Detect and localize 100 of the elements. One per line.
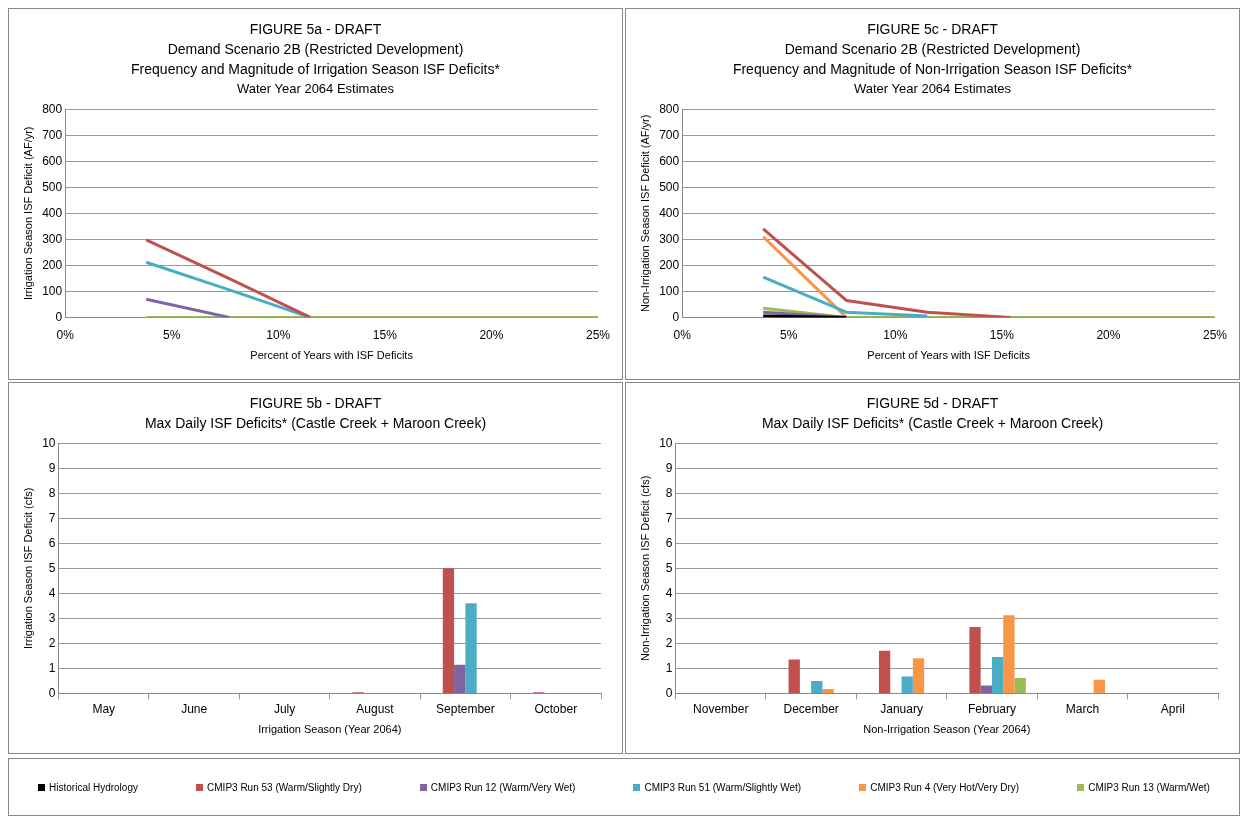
legend-label: Historical Hydrology — [49, 781, 138, 793]
x-tick-label: March — [1065, 701, 1100, 716]
y-tick-label: 9 — [48, 460, 56, 475]
legend-label: CMIP3 Run 51 (Warm/Slightly Wet) — [644, 781, 802, 793]
x-tick-label: May — [92, 701, 116, 716]
x-axis-title: Irrigation Season (Year 2064) — [258, 723, 402, 736]
y-tick-label: 9 — [665, 460, 673, 475]
x-tick-label: November — [693, 701, 749, 716]
legend-label: CMIP3 Run 4 (Very Hot/Very Dry) — [870, 781, 1020, 793]
chart-title: FIGURE 5a - DRAFT — [249, 20, 382, 39]
y-tick-label: 500 — [659, 179, 680, 194]
bar — [1014, 677, 1026, 693]
y-tick-label: 200 — [659, 257, 680, 272]
y-tick-label: 7 — [665, 510, 673, 525]
y-tick-label: 10 — [659, 435, 673, 450]
y-tick-label: 3 — [665, 610, 673, 625]
y-tick-label: 7 — [48, 510, 56, 525]
y-axis-title: Irrigation Season ISF Deficit (AF/yr) — [21, 126, 34, 301]
x-tick-label: April — [1160, 701, 1185, 716]
legend-label: CMIP3 Run 12 (Warm/Very Wet) — [430, 781, 576, 793]
bar — [1093, 679, 1105, 693]
x-tick-label: January — [880, 701, 923, 716]
y-tick-label: 1 — [665, 660, 673, 675]
bar — [912, 658, 925, 693]
bar — [811, 680, 823, 693]
y-tick-label: 600 — [659, 153, 680, 168]
x-tick-label: October — [534, 701, 578, 716]
bar — [1003, 615, 1015, 693]
bar — [822, 688, 834, 693]
y-tick-label: 6 — [48, 535, 56, 550]
x-tick-label: February — [967, 701, 1016, 716]
y-axis-title: Irrigation Season ISF Deficit (cfs) — [21, 487, 34, 649]
bar — [465, 603, 477, 693]
x-tick-label: 10% — [266, 327, 291, 342]
y-tick-label: 6 — [665, 535, 673, 550]
x-axis-title: Percent of Years with ISF Deficits — [867, 349, 1031, 362]
x-tick-label: 15% — [372, 327, 398, 342]
y-tick-label: 3 — [48, 610, 56, 625]
x-tick-label: 25% — [585, 327, 611, 342]
y-tick-label: 8 — [48, 485, 56, 500]
bar — [788, 659, 800, 693]
x-tick-label: August — [356, 701, 395, 716]
legend-label: CMIP3 Run 53 (Warm/Slightly Dry) — [207, 781, 362, 793]
y-tick-label: 1 — [48, 660, 56, 675]
bar — [878, 650, 891, 693]
y-tick-label: 400 — [659, 205, 680, 220]
y-tick-label: 5 — [665, 560, 673, 575]
x-tick-label: 5% — [163, 327, 181, 342]
y-tick-label: 0 — [672, 309, 680, 324]
y-tick-label: 0 — [55, 309, 63, 324]
bar — [442, 568, 455, 693]
legend-label: CMIP3 Run 13 (Warm/Wet) — [1088, 781, 1210, 793]
bar — [991, 657, 1004, 693]
y-axis-title: Non-Irrigation Season ISF Deficit (AF/yr) — [638, 114, 651, 313]
x-tick-label: 0% — [56, 327, 75, 342]
x-axis-title: Percent of Years with ISF Deficits — [250, 349, 414, 362]
y-tick-label: 500 — [42, 179, 63, 194]
y-tick-label: 2 — [665, 635, 673, 650]
y-tick-label: 800 — [659, 101, 680, 116]
x-tick-label: September — [436, 701, 495, 716]
y-tick-label: 100 — [659, 283, 680, 298]
chart-subtitle: Max Daily ISF Deficits* (Castle Creek + Maroon Creek) — [144, 414, 487, 433]
y-tick-label: 600 — [42, 153, 63, 168]
y-tick-label: 0 — [48, 685, 56, 700]
x-tick-label: 25% — [1202, 327, 1228, 342]
y-tick-label: 200 — [42, 257, 63, 272]
x-tick-label: July — [273, 701, 296, 716]
x-axis-title: Non-Irrigation Season (Year 2064) — [863, 723, 1031, 736]
x-tick-label: 20% — [1096, 327, 1121, 342]
chart-subtitle: Max Daily ISF Deficits* (Castle Creek + Maroon Creek) — [761, 414, 1104, 433]
y-tick-label: 400 — [42, 205, 63, 220]
y-tick-label: 300 — [42, 231, 63, 246]
x-tick-label: 0% — [673, 327, 692, 342]
x-tick-label: 20% — [479, 327, 504, 342]
y-tick-label: 4 — [48, 585, 56, 600]
y-axis-title: Non-Irrigation Season ISF Deficit (cfs) — [638, 475, 651, 661]
y-tick-label: 8 — [665, 485, 673, 500]
chart-title: FIGURE 5d - DRAFT — [866, 394, 999, 413]
y-tick-label: 700 — [659, 127, 680, 142]
x-tick-label: 15% — [989, 327, 1015, 342]
bar — [969, 627, 981, 693]
y-tick-label: 100 — [42, 283, 63, 298]
y-tick-label: 0 — [665, 685, 673, 700]
chart-title: FIGURE 5c - DRAFT — [867, 20, 998, 39]
y-tick-label: 300 — [659, 231, 680, 246]
x-tick-label: 10% — [883, 327, 908, 342]
bar — [980, 685, 992, 693]
y-tick-label: 800 — [42, 101, 63, 116]
bar — [901, 676, 913, 693]
chart-subtitle: Demand Scenario 2B (Restricted Development) Frequency and Magnitude of Non-Irrigation Season ISF Deficits* Water Year 2064 Estimates — [732, 40, 1133, 98]
y-tick-label: 4 — [665, 585, 673, 600]
y-tick-label: 5 — [48, 560, 56, 575]
y-tick-label: 700 — [42, 127, 63, 142]
y-tick-label: 2 — [48, 635, 56, 650]
bar — [454, 664, 466, 693]
x-tick-label: 5% — [780, 327, 798, 342]
x-tick-label: December — [783, 701, 839, 716]
chart-title: FIGURE 5b - DRAFT — [249, 394, 382, 413]
x-tick-label: June — [181, 701, 208, 716]
y-tick-label: 10 — [42, 435, 56, 450]
